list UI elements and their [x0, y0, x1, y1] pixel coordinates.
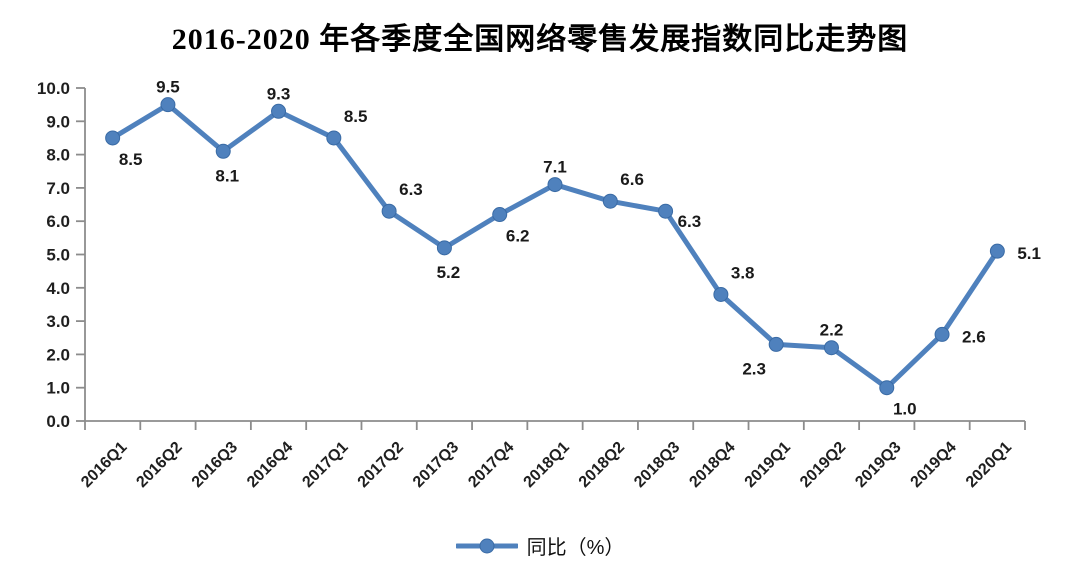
y-tick-label: 4.0 [46, 279, 70, 298]
y-tick-label: 1.0 [46, 379, 70, 398]
x-tick-label: 2017Q1 [299, 439, 351, 491]
x-tick-label: 2019Q3 [852, 439, 904, 491]
data-point [105, 130, 121, 146]
data-label: 1.0 [893, 400, 917, 419]
data-label: 5.1 [1017, 244, 1041, 263]
legend-label: 同比（%） [526, 537, 625, 559]
x-tick-label: 2019Q1 [742, 439, 794, 491]
y-axis-ticks: 0.0 1.0 2.0 3.0 4.0 5.0 6.0 7.0 8.0 9.0 10.0 [37, 79, 85, 431]
x-tick-label: 2017Q2 [355, 439, 407, 491]
x-tick-label: 2020Q1 [963, 439, 1015, 491]
y-tick-label: 3.0 [46, 312, 70, 331]
y-tick-label: 7.0 [46, 179, 70, 198]
x-tick-label: 2019Q2 [797, 439, 849, 491]
data-point [768, 336, 784, 352]
data-label: 6.3 [678, 212, 702, 231]
y-tick-label: 2.0 [46, 345, 70, 364]
x-tick-label: 2018Q2 [576, 439, 628, 491]
chart-title: 2016-2020 年各季度全国网络零售发展指数同比走势图 [171, 23, 909, 56]
data-point [713, 286, 729, 302]
x-tick-label: 2017Q3 [410, 439, 462, 491]
data-point [492, 207, 508, 223]
data-label: 9.5 [156, 78, 180, 97]
x-tick-label: 2016Q2 [133, 439, 185, 491]
data-label: 6.3 [399, 180, 423, 199]
y-tick-label: 5.0 [46, 246, 70, 265]
data-label: 6.2 [506, 227, 530, 246]
data-label: 2.6 [962, 327, 986, 346]
data-point [160, 97, 176, 113]
x-tick-label: 2016Q3 [189, 439, 241, 491]
axes [84, 88, 1025, 422]
x-tick-label: 2017Q4 [465, 439, 517, 491]
y-tick-label: 9.0 [46, 112, 70, 131]
x-tick-label: 2016Q1 [78, 439, 130, 491]
data-point [658, 203, 674, 219]
data-point [381, 203, 397, 219]
trend-line-chart: 0.0 1.0 2.0 3.0 4.0 5.0 6.0 7.0 8.0 9.0 10.0 2016Q1… [37, 78, 1041, 491]
data-label: 2.3 [742, 359, 766, 378]
data-label: 8.5 [344, 107, 368, 126]
data-point [326, 130, 342, 146]
y-tick-label: 6.0 [46, 212, 70, 231]
data-point [436, 240, 452, 256]
data-point [547, 177, 563, 193]
data-points: 8.5 9.5 8.1 9.3 8.5 6.3 5.2 6.2 7.1 6.6 6.3 3.8 2.3 2… [105, 78, 1041, 419]
x-tick-label: 2016Q4 [244, 439, 296, 491]
y-tick-label: 0.0 [46, 412, 70, 431]
data-point [879, 380, 895, 396]
data-label: 5.2 [437, 263, 461, 282]
x-tick-label: 2018Q1 [521, 439, 573, 491]
x-tick-label: 2019Q4 [908, 439, 960, 491]
data-series-line [110, 102, 1000, 391]
legend-line-marker-icon [455, 538, 518, 553]
data-point [823, 340, 839, 356]
x-axis-ticks: 2016Q1 2016Q2 2016Q3 2016Q4 2017Q1 2017Q2 2017… [78, 421, 1026, 491]
data-label: 3.8 [731, 263, 755, 282]
legend: 同比（%） [0, 531, 1080, 560]
data-point [934, 326, 950, 342]
x-tick-label: 2018Q4 [686, 439, 738, 491]
y-tick-label: 10.0 [37, 79, 70, 98]
data-label: 8.5 [119, 150, 143, 169]
data-label: 6.6 [620, 170, 644, 189]
y-tick-label: 8.0 [46, 146, 70, 165]
data-label: 7.1 [543, 158, 567, 177]
data-label: 2.2 [820, 321, 844, 340]
data-point [271, 103, 287, 119]
x-tick-label: 2018Q3 [631, 439, 683, 491]
data-point [215, 143, 231, 159]
data-point [989, 243, 1005, 259]
data-label: 9.3 [267, 84, 291, 103]
data-point [602, 193, 618, 209]
data-label: 8.1 [215, 166, 239, 185]
